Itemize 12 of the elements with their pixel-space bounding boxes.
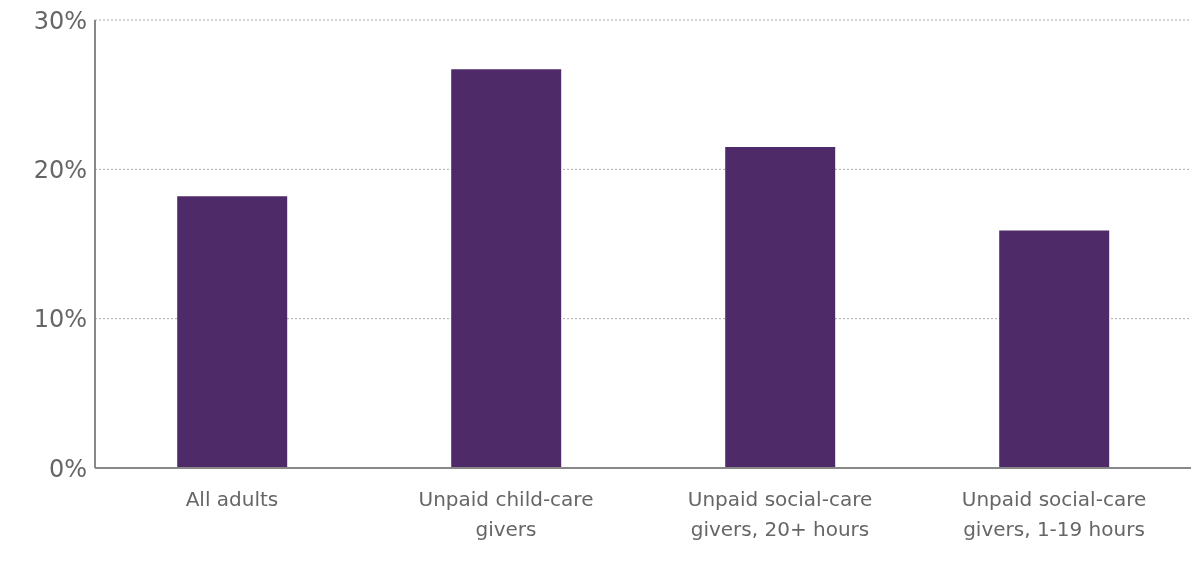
y-tick-label: 20% bbox=[33, 155, 87, 184]
y-tick-label: 0% bbox=[48, 454, 87, 483]
x-tick-label: Unpaid child-care givers bbox=[418, 487, 594, 541]
bar bbox=[451, 69, 562, 468]
x-tick-label: All adults bbox=[185, 487, 279, 511]
x-tick-label: Unpaid social-care givers, 20+ hours bbox=[687, 487, 873, 541]
y-tick-label: 30% bbox=[33, 6, 87, 35]
y-tick-label: 10% bbox=[33, 305, 87, 334]
bar bbox=[999, 230, 1110, 468]
bar bbox=[177, 196, 288, 468]
x-tick-label: Unpaid social-care givers, 1-19 hours bbox=[961, 487, 1147, 541]
bar bbox=[725, 146, 836, 468]
